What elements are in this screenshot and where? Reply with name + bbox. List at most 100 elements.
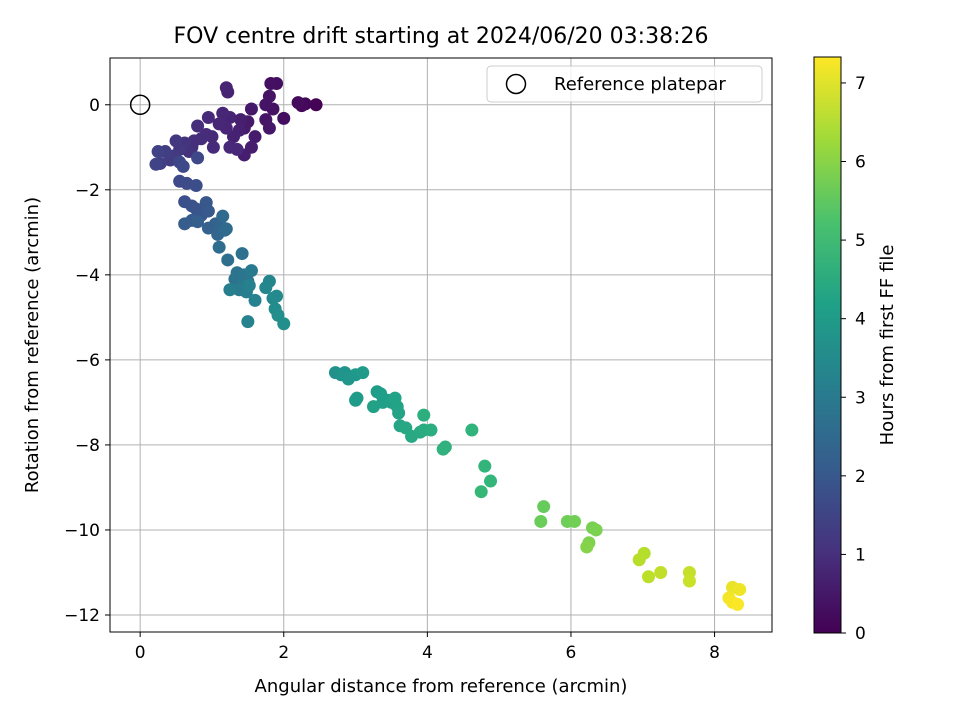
data-point bbox=[424, 423, 438, 437]
y-axis-label: Rotation from reference (arcmin) bbox=[22, 197, 43, 493]
data-point bbox=[219, 81, 233, 95]
colorbar-gradient bbox=[813, 56, 842, 634]
data-point bbox=[478, 459, 492, 473]
data-point bbox=[176, 159, 190, 173]
y-tick-label: 0 bbox=[89, 96, 100, 116]
data-point bbox=[221, 253, 235, 267]
y-tick-label: −2 bbox=[75, 181, 100, 201]
legend-reference-marker bbox=[505, 73, 527, 95]
legend-box bbox=[486, 65, 763, 103]
data-point bbox=[291, 96, 305, 110]
y-axis-ticks: 0 −2 −4 −6 −8 −10 −12 bbox=[64, 96, 110, 626]
data-point bbox=[235, 247, 249, 261]
data-point bbox=[436, 442, 450, 456]
data-point bbox=[206, 140, 220, 154]
y-tick-label: −4 bbox=[75, 266, 100, 286]
y-tick-label: −6 bbox=[75, 351, 100, 371]
colorbar-tick-label: 1 bbox=[855, 545, 866, 565]
data-point bbox=[262, 121, 276, 135]
data-point bbox=[367, 400, 381, 414]
data-point bbox=[568, 514, 582, 528]
legend: Reference platepar bbox=[486, 65, 763, 103]
x-tick-label: 6 bbox=[566, 643, 577, 663]
data-point bbox=[230, 142, 244, 156]
data-point bbox=[534, 514, 548, 528]
x-tick-label: 8 bbox=[709, 643, 720, 663]
chart-title: FOV centre drift starting at 2024/06/20 … bbox=[174, 24, 709, 49]
data-point bbox=[191, 151, 205, 165]
y-tick-label: −8 bbox=[75, 436, 100, 456]
data-point bbox=[349, 393, 363, 407]
data-point bbox=[149, 157, 163, 171]
data-point bbox=[201, 204, 215, 218]
data-point bbox=[537, 500, 551, 514]
x-axis-ticks: 0 2 4 6 8 bbox=[135, 632, 720, 663]
plot-frame bbox=[109, 57, 773, 633]
x-tick-label: 2 bbox=[278, 643, 289, 663]
data-point bbox=[309, 98, 323, 112]
data-point bbox=[248, 130, 262, 144]
data-point bbox=[264, 77, 278, 91]
data-point bbox=[219, 222, 233, 236]
data-point bbox=[654, 565, 668, 579]
y-tick-label: −12 bbox=[64, 606, 100, 626]
colorbar: 0 1 2 3 4 5 6 7 Hours from first FF file bbox=[813, 56, 898, 644]
data-point bbox=[244, 264, 258, 278]
colorbar-tick-label: 3 bbox=[855, 388, 866, 408]
colorbar-tick-label: 4 bbox=[855, 310, 866, 330]
data-point bbox=[259, 281, 273, 295]
data-point bbox=[356, 366, 370, 380]
x-axis-label: Angular distance from reference (arcmin) bbox=[255, 676, 628, 697]
colorbar-label: Hours from first FF file bbox=[877, 245, 898, 446]
data-point bbox=[201, 111, 215, 125]
data-point bbox=[580, 540, 594, 554]
data-point bbox=[241, 315, 255, 329]
data-point bbox=[189, 179, 203, 193]
data-point bbox=[392, 406, 406, 420]
data-point bbox=[223, 283, 237, 297]
data-point bbox=[259, 98, 273, 112]
data-point bbox=[169, 134, 183, 148]
x-tick-label: 4 bbox=[422, 643, 433, 663]
data-point bbox=[465, 423, 479, 437]
data-point bbox=[417, 408, 431, 422]
data-point bbox=[244, 102, 258, 116]
data-point bbox=[216, 106, 230, 120]
data-point bbox=[191, 119, 205, 133]
y-tick-label: −10 bbox=[64, 521, 100, 541]
data-point bbox=[216, 209, 230, 223]
data-point bbox=[151, 145, 165, 159]
data-point bbox=[642, 570, 656, 584]
data-point bbox=[270, 289, 284, 303]
reference-platepar-marker bbox=[129, 94, 151, 116]
data-point bbox=[242, 278, 256, 292]
data-point bbox=[191, 215, 205, 229]
data-point bbox=[248, 293, 262, 307]
data-point bbox=[682, 574, 696, 588]
reference-marker-layer bbox=[129, 94, 151, 116]
scatter-points bbox=[149, 77, 747, 611]
x-tick-label: 0 bbox=[135, 643, 146, 663]
data-point bbox=[484, 474, 498, 488]
colorbar-tick-label: 5 bbox=[855, 231, 866, 251]
data-point bbox=[632, 553, 646, 567]
data-point bbox=[277, 111, 291, 125]
data-point bbox=[234, 113, 248, 127]
data-point bbox=[733, 582, 747, 596]
data-point bbox=[212, 117, 226, 131]
data-point bbox=[178, 217, 192, 231]
data-point bbox=[212, 240, 226, 254]
data-point bbox=[277, 317, 291, 331]
data-point bbox=[474, 485, 488, 499]
data-point bbox=[731, 597, 745, 611]
data-point bbox=[226, 130, 240, 144]
colorbar-tick-label: 0 bbox=[855, 624, 866, 644]
colorbar-tick-label: 7 bbox=[855, 74, 866, 94]
colorbar-tick-label: 6 bbox=[855, 153, 866, 173]
colorbar-tick-label: 2 bbox=[855, 467, 866, 487]
grid-lines bbox=[110, 58, 772, 632]
data-point bbox=[589, 523, 603, 537]
colorbar-ticks: 0 1 2 3 4 5 6 7 bbox=[841, 74, 866, 644]
legend-label: Reference platepar bbox=[554, 74, 726, 95]
